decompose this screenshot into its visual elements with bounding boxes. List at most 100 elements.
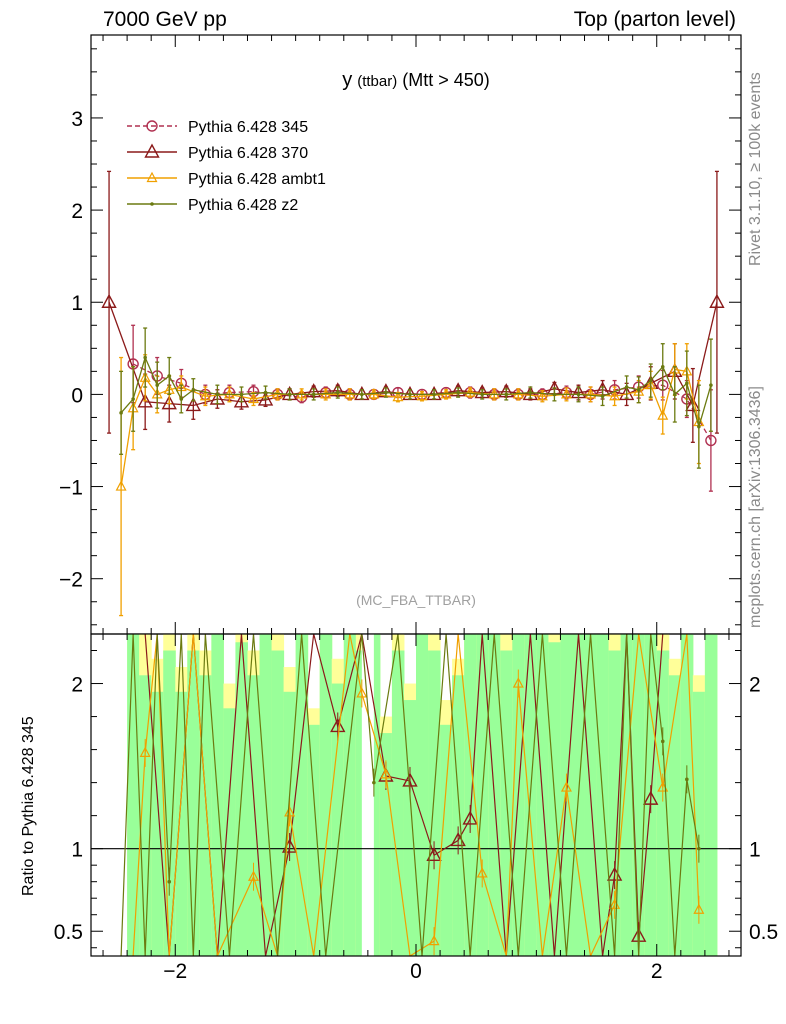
data-point [284,806,296,817]
data-point [330,718,346,733]
data-point [360,392,364,397]
ratio-y-tick-label: 0.5 [54,921,83,944]
band-inner-bin [464,634,477,956]
band-inner-bin [331,683,345,956]
band-inner-bin [223,708,236,956]
data-point [672,392,677,397]
data-point [709,383,713,387]
data-point [657,409,669,420]
data-point [155,383,160,387]
data-point [560,388,572,399]
data-point [150,202,154,206]
chart-title: y (ttbar) (Mtt > 450) [342,69,490,91]
x-tick-label: 0 [410,960,422,983]
data-point [552,392,557,397]
data-point [512,677,524,688]
data-point [335,390,340,395]
band-inner-bin [391,650,405,956]
band-inner-bin [440,724,453,956]
ratio-y-tick-label: 1 [71,839,83,862]
y-tick-label: 0 [71,384,83,407]
y-tick-label: 1 [71,292,83,315]
band-inner-bin [656,650,670,956]
data-point [432,392,436,397]
data-point [296,388,308,399]
y-tick-label: 2 [71,200,83,223]
data-point [536,389,548,401]
data-point [372,780,376,785]
data-point [167,879,172,884]
ratio-y-tick-label-right: 0.5 [749,921,778,944]
ratio-y-tick-label: 2 [71,674,83,697]
band-inner-bin [692,691,706,956]
data-point [660,739,665,744]
data-point [215,392,220,397]
data-point [488,388,500,399]
data-point [408,392,412,397]
ratio-y-tick-label-right: 2 [749,674,761,697]
data-point [119,411,123,415]
data-point [685,777,689,782]
data-point [191,387,196,392]
y-tick-label: 3 [71,108,83,131]
y-tick-label: −2 [59,569,83,592]
band-inner-bin [668,675,682,956]
data-point [137,393,153,408]
data-point [287,392,292,397]
data-point [199,389,211,401]
band-inner-bin [343,634,357,956]
analysis-watermark: (MC_FBA_TTBAR) [356,592,476,608]
data-point [660,364,665,369]
data-point [144,143,160,158]
band-inner-bin [271,650,285,956]
data-point [685,381,689,386]
ratio-line [120,634,700,956]
data-point [257,391,274,406]
legend-label: Pythia 6.428 345 [188,119,308,136]
data-point [380,768,392,779]
data-point [185,396,201,412]
data-point [402,772,418,787]
data-point [643,790,659,805]
y-tick-label: −1 [59,477,83,500]
data-point [693,903,705,914]
data-point [384,390,388,395]
band-inner-bin [428,650,441,956]
data-point [685,396,701,412]
band-inner-bin [175,691,188,956]
data-point [146,120,158,132]
ratio-line [144,634,664,956]
series-line [120,355,712,430]
ratio-frame [90,633,742,957]
chart-title-sub: (ttbar) [357,73,397,90]
data-point [480,392,485,397]
band-inner-bin [127,634,140,956]
band-inner-bin [680,634,694,956]
data-point [139,746,151,757]
data-point [528,390,533,395]
band-inner-bin [379,733,393,956]
data-point [585,388,597,399]
data-point [146,171,158,183]
data-point [462,810,478,825]
data-point [392,390,404,402]
x-tick-label: −2 [163,960,187,983]
data-point [223,388,235,399]
chart-title-main: y [342,69,352,91]
data-point [263,390,268,395]
data-point [609,389,621,401]
band-gap [361,634,374,956]
ratio-panel: 2 2 1 1 0.5 0.5 −2 0 2 [54,633,778,983]
band-inner-bin [452,675,465,956]
data-point [248,870,259,881]
data-point [456,390,460,395]
data-point [356,687,368,698]
ratio-series-z2 [120,634,701,956]
data-point [416,389,428,401]
data-point [233,393,250,408]
chart-title-rest: (Mtt > 450) [402,70,490,90]
band-inner-bin [247,675,261,956]
data-point [697,424,701,429]
legend-label: Pythia 6.428 z2 [188,197,298,214]
